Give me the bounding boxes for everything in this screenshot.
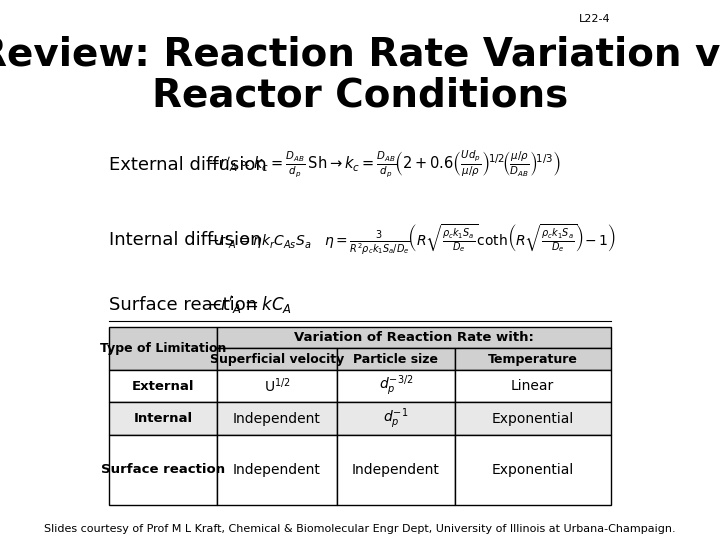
Text: Independent: Independent — [352, 463, 440, 477]
Text: $d_p^{-3/2}$: $d_p^{-3/2}$ — [379, 374, 413, 399]
Bar — [337, 370, 454, 402]
Bar — [109, 402, 217, 435]
Bar — [454, 435, 611, 505]
Text: $-r'_A \propto k_c = \frac{D_{AB}}{d_p}\,\mathrm{Sh} \rightarrow k_c = \frac{D_{: $-r'_A \propto k_c = \frac{D_{AB}}{d_p}\… — [207, 149, 561, 180]
Text: Exponential: Exponential — [492, 463, 574, 477]
Text: Surface reaction: Surface reaction — [109, 296, 258, 314]
Text: Temperature: Temperature — [487, 353, 577, 366]
Bar — [337, 348, 454, 370]
Text: Review: Reaction Rate Variation vs
Reactor Conditions: Review: Reaction Rate Variation vs React… — [0, 35, 720, 114]
Bar — [109, 370, 217, 402]
Text: $-r'_A = \eta k_r C_{As} S_a \quad \eta = \frac{3}{R^2\rho_c k_1 S_a/D_e}\!\left: $-r'_A = \eta k_r C_{As} S_a \quad \eta … — [207, 223, 616, 258]
Text: Variation of Reaction Rate with:: Variation of Reaction Rate with: — [294, 331, 534, 344]
Text: External diffusion: External diffusion — [109, 156, 267, 174]
Text: Independent: Independent — [233, 411, 321, 426]
Text: Internal diffusion: Internal diffusion — [109, 231, 262, 249]
Bar — [337, 435, 454, 505]
Text: External: External — [132, 380, 194, 393]
Text: $d_p^{-1}$: $d_p^{-1}$ — [383, 406, 408, 431]
Text: Internal: Internal — [133, 412, 193, 425]
Bar — [217, 435, 337, 505]
Bar — [217, 348, 337, 370]
Bar — [337, 402, 454, 435]
Text: Slides courtesy of Prof M L Kraft, Chemical & Biomolecular Engr Dept, University: Slides courtesy of Prof M L Kraft, Chemi… — [44, 523, 676, 534]
Text: Independent: Independent — [233, 463, 321, 477]
Bar — [217, 327, 611, 348]
Text: $-r'_A = kC_A$: $-r'_A = kC_A$ — [207, 294, 292, 316]
Bar — [454, 348, 611, 370]
Text: Type of Limitation: Type of Limitation — [100, 342, 226, 355]
Bar — [217, 370, 337, 402]
Text: U$^{1/2}$: U$^{1/2}$ — [264, 377, 290, 395]
Bar — [109, 435, 217, 505]
Text: Superficial velocity: Superficial velocity — [210, 353, 344, 366]
Bar — [454, 402, 611, 435]
Text: Particle size: Particle size — [354, 353, 438, 366]
Text: L22-4: L22-4 — [579, 14, 611, 24]
Text: Surface reaction: Surface reaction — [101, 463, 225, 476]
Bar — [217, 402, 337, 435]
Bar — [454, 370, 611, 402]
Bar — [109, 327, 217, 370]
Text: Linear: Linear — [511, 379, 554, 393]
Text: Exponential: Exponential — [492, 411, 574, 426]
